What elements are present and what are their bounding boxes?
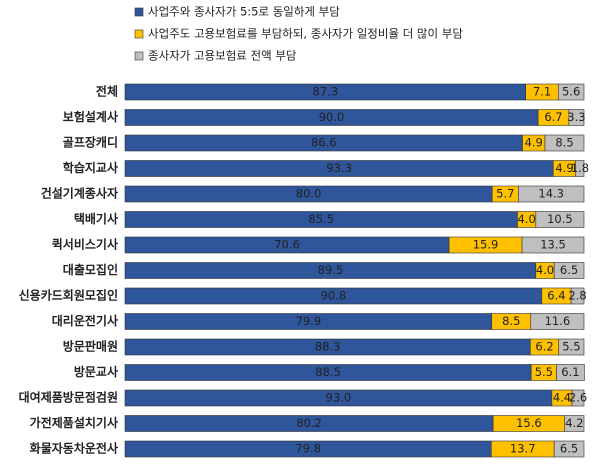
category-label: 골프장캐디 xyxy=(63,135,118,150)
category-label: 건설기계종사자 xyxy=(41,186,118,201)
value-label: 90.0 xyxy=(319,110,345,124)
bar-segment xyxy=(568,109,585,126)
value-label: 93.3 xyxy=(326,161,352,175)
category-label: 학습지교사 xyxy=(63,160,118,175)
value-label: 5.5 xyxy=(562,340,580,354)
value-label: 80.2 xyxy=(296,416,322,430)
value-label: 6.5 xyxy=(560,442,578,456)
value-label: 88.3 xyxy=(315,340,341,354)
value-label: 7.1 xyxy=(533,85,551,99)
value-label: 87.3 xyxy=(313,85,339,99)
bar-segment xyxy=(544,134,585,152)
value-label: 3.3 xyxy=(567,110,585,124)
bar-segment xyxy=(521,236,585,254)
category-label: 보험설계사 xyxy=(63,109,118,124)
value-label: 5.7 xyxy=(496,187,514,201)
bar-segment xyxy=(571,389,585,407)
category-label: 전체 xyxy=(96,84,118,99)
category-label: 신용카드회원모집인 xyxy=(19,288,118,303)
legend-swatch xyxy=(134,29,144,39)
legend-swatch xyxy=(134,7,144,17)
legend-label: 사업주도 고용보험료를 부담하되, 종사자가 일정비율 더 많이 부담 xyxy=(148,27,463,41)
value-label: 90.8 xyxy=(321,289,347,303)
value-label: 11.6 xyxy=(545,314,571,328)
category-label: 방문판매원 xyxy=(63,339,118,354)
value-label: 13.5 xyxy=(540,238,566,252)
value-label: 2.8 xyxy=(568,289,586,303)
category-label: 대리운전기사 xyxy=(52,313,118,328)
value-label: 10.5 xyxy=(547,212,573,226)
value-label: 4.4 xyxy=(553,391,571,405)
bar-segment xyxy=(570,287,585,305)
category-label: 대여제품방문점검원 xyxy=(19,390,118,405)
category-label: 화물자동차운전사 xyxy=(30,441,118,456)
value-label: 8.5 xyxy=(555,136,573,150)
value-label: 8.5 xyxy=(502,314,520,328)
value-label: 93.0 xyxy=(326,391,352,405)
value-label: 86.6 xyxy=(311,136,337,150)
value-label: 14.3 xyxy=(538,187,564,201)
bar-segment xyxy=(553,440,585,458)
bar-segment xyxy=(558,338,585,356)
value-label: 70.6 xyxy=(274,238,300,252)
legend-label: 종사자가 고용보험료 전액 부담 xyxy=(148,49,297,63)
legend-label: 사업주와 종사자가 5:5로 동일하게 부담 xyxy=(148,5,340,19)
bar-segment xyxy=(530,313,585,330)
bar-segment xyxy=(564,415,585,432)
bar-segment xyxy=(518,185,585,203)
value-label: 6.5 xyxy=(560,263,578,277)
category-label: 퀵서비스기사 xyxy=(52,237,118,252)
value-label: 4.9 xyxy=(525,136,543,150)
legend-swatch xyxy=(134,51,144,61)
value-label: 79.8 xyxy=(295,442,321,456)
value-label: 6.4 xyxy=(547,289,565,303)
value-label: 13.7 xyxy=(510,442,536,456)
value-label: 80.0 xyxy=(296,187,322,201)
value-label: 4.0 xyxy=(517,212,535,226)
category-label: 방문교사 xyxy=(74,364,118,379)
bar-segment xyxy=(535,211,585,228)
value-label: 4.2 xyxy=(565,416,583,430)
value-label: 6.7 xyxy=(544,110,562,124)
value-label: 15.6 xyxy=(516,416,542,430)
value-label: 88.5 xyxy=(315,365,341,379)
value-label: 79.9 xyxy=(296,314,322,328)
value-label: 5.6 xyxy=(562,85,580,99)
value-label: 6.1 xyxy=(561,365,579,379)
category-label: 대출모집인 xyxy=(63,262,118,277)
value-label: 89.5 xyxy=(318,263,344,277)
value-label: 15.9 xyxy=(473,238,499,252)
value-label: 85.5 xyxy=(308,212,334,226)
bar-segment xyxy=(553,262,585,279)
value-label: 5.5 xyxy=(535,365,553,379)
value-label: 2.6 xyxy=(569,391,587,405)
category-label: 가전제품설치기사 xyxy=(30,415,118,430)
value-label: 1.8 xyxy=(571,161,589,175)
value-label: 4.9 xyxy=(555,161,573,175)
value-label: 4.0 xyxy=(536,263,554,277)
bar-segment xyxy=(556,364,585,381)
bar-segment xyxy=(575,160,585,177)
category-label: 택배기사 xyxy=(74,211,118,226)
value-label: 6.2 xyxy=(535,340,553,354)
bar-segment xyxy=(557,83,585,101)
